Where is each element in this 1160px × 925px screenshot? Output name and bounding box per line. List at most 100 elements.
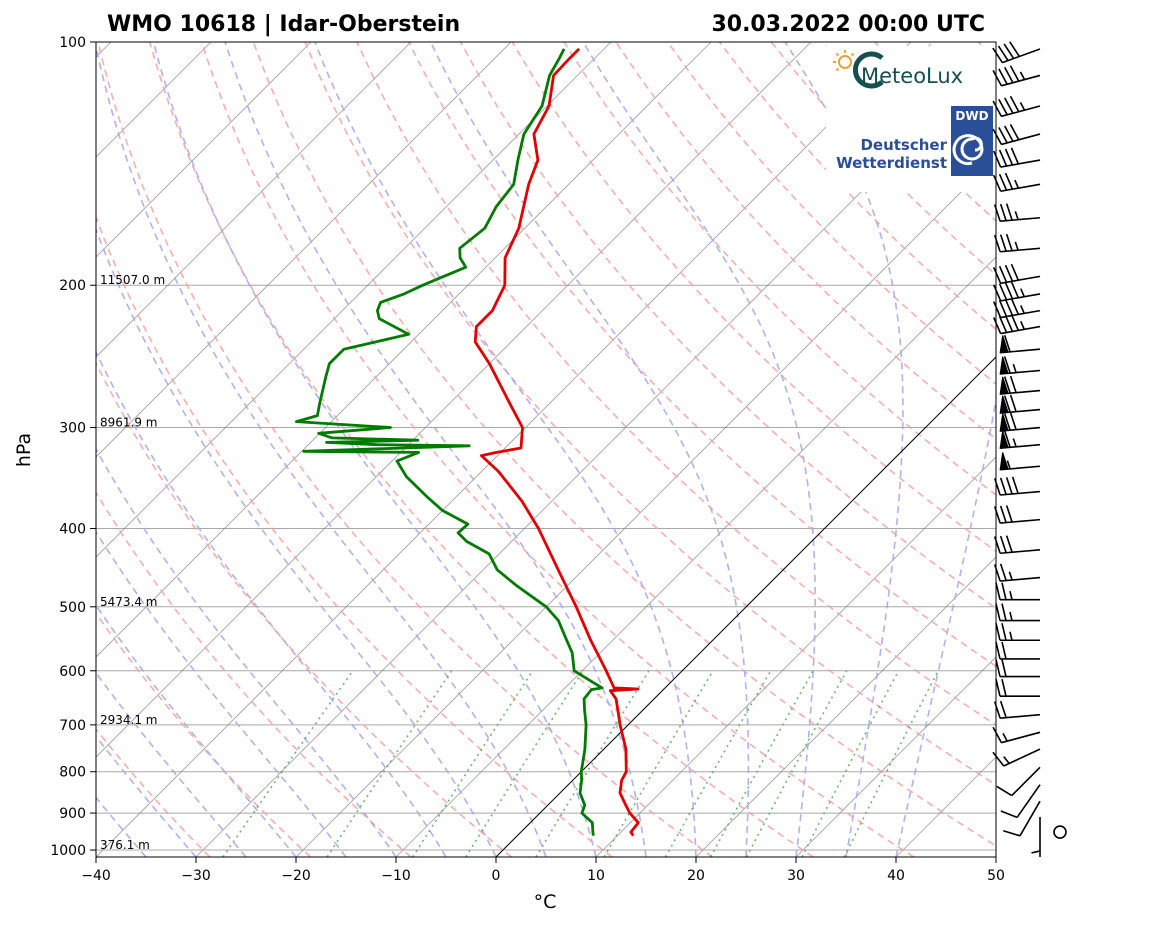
moist-adiabat-25 — [429, 42, 750, 857]
barb-full — [998, 149, 1008, 167]
barb-half — [1031, 850, 1041, 854]
barb-full — [992, 726, 1003, 744]
barb-full — [1003, 43, 1015, 59]
height-label-300: 8961.9 m — [100, 416, 158, 430]
x-tick-label--10: −10 — [381, 868, 411, 884]
barb-shaft — [1001, 731, 1041, 744]
wind-barb-460 — [993, 563, 1041, 582]
barb-pennant — [999, 413, 1009, 432]
barb-full — [1009, 41, 1020, 57]
wind-barb-950 — [1053, 825, 1067, 839]
dry-adiabat-90 — [459, 42, 996, 610]
dry-adiabat--20 — [96, 612, 311, 857]
barb-full — [1003, 413, 1011, 431]
moist-adiabat-5 — [96, 43, 547, 857]
moist-adiabat--15 — [96, 530, 347, 857]
barb-full — [1001, 582, 1007, 600]
wind-barb-830 — [1000, 784, 1041, 819]
barb-full — [993, 564, 1001, 582]
barb-half — [1009, 591, 1013, 600]
dry-adiabat-lines — [96, 42, 1160, 857]
barb-shaft — [1000, 576, 1041, 582]
dry-adiabat-30 — [148, 42, 814, 857]
barb-full — [1005, 233, 1013, 251]
mixing-ratio-3 — [465, 670, 584, 857]
wind-barb-550 — [995, 623, 1040, 642]
isotherm--60 — [96, 42, 712, 658]
barb-full — [999, 477, 1007, 495]
wind-barbs — [992, 41, 1067, 857]
barb-shaft — [1001, 133, 1041, 146]
barb-shaft — [1000, 713, 1041, 719]
barb-full — [993, 204, 1001, 222]
barb-full — [999, 203, 1007, 221]
dwd-logo-line1: Deutscher — [860, 136, 947, 154]
barb-half — [1012, 364, 1017, 373]
moist-adiabat-15 — [224, 42, 647, 857]
barb-full — [1003, 376, 1011, 394]
plot-area: 11507.0 m 8961.9 m 5473.4 m 2934.1 m 376.1 m — [96, 42, 1160, 857]
barb-full — [995, 678, 1001, 697]
barb-full — [1004, 315, 1014, 332]
wind-barb-215 — [992, 298, 1041, 319]
y-axis-label: hPa — [13, 433, 35, 467]
y-tick-label-800: 800 — [59, 765, 86, 781]
barb-pennant — [999, 356, 1009, 375]
barb-full — [1005, 505, 1013, 523]
barb-full — [1011, 476, 1019, 494]
isotherm-30 — [795, 656, 996, 857]
y-tick-label-500: 500 — [59, 600, 86, 616]
chart-title-datetime: 30.03.2022 00:00 UTC — [711, 12, 985, 37]
barb-full — [999, 535, 1007, 553]
barb-full — [1001, 641, 1007, 660]
dwd-spiral-icon — [952, 134, 984, 166]
mixing-ratio-12 — [664, 670, 772, 857]
barb-full — [1003, 125, 1014, 142]
wind-barb-610 — [995, 659, 1040, 678]
height-label-200: 11507.0 m — [100, 273, 165, 287]
barb-full — [998, 300, 1008, 317]
barb-half — [1020, 305, 1025, 314]
barb-full — [993, 701, 1001, 719]
barb-pennant — [999, 395, 1009, 414]
y-tick-label-600: 600 — [59, 664, 86, 680]
barb-full — [1004, 148, 1014, 166]
barb-full — [995, 623, 1001, 641]
barb-full — [1004, 299, 1014, 316]
wind-barb-360 — [993, 476, 1041, 496]
barb-full — [992, 47, 1004, 64]
wind-barb-390 — [993, 505, 1041, 524]
barb-full — [998, 127, 1008, 144]
x-tick-label-30: 30 — [787, 868, 805, 884]
barb-full — [995, 641, 1001, 660]
barb-full — [1005, 477, 1013, 495]
wind-barb-255 — [999, 356, 1041, 375]
wind-barb-425 — [993, 535, 1041, 555]
x-tick-label-50: 50 — [987, 868, 1005, 884]
barb-full — [997, 45, 1009, 62]
barb-shaft — [1002, 48, 1041, 64]
dry-adiabat-200 — [1030, 42, 1160, 857]
barb-shaft — [1000, 490, 1041, 496]
wind-barb-205 — [992, 281, 1041, 302]
barb-full — [992, 174, 1002, 192]
dry-adiabat-50 — [252, 42, 996, 847]
barb-half — [1014, 241, 1019, 251]
x-tick-label-10: 10 — [587, 868, 605, 884]
isotherm--100 — [96, 42, 312, 258]
barb-full — [999, 234, 1007, 252]
wind-barb-165 — [993, 203, 1041, 223]
barb-shaft — [1000, 548, 1041, 555]
barb-full — [992, 100, 1003, 117]
x-tick-label--40: −40 — [81, 868, 111, 884]
barb-full — [1003, 356, 1011, 374]
barb-pennant — [999, 376, 1009, 395]
dwd-logo: DWD Deutscher Wetterdienst — [836, 106, 993, 176]
barb-full — [1003, 395, 1011, 413]
y-tick-label-700: 700 — [59, 718, 86, 734]
barb-full — [1010, 147, 1020, 165]
barb-half — [1014, 179, 1020, 189]
moist-adiabat--25 — [96, 671, 247, 857]
wind-barb-195 — [992, 263, 1041, 285]
wind-barb-750 — [992, 748, 1041, 767]
